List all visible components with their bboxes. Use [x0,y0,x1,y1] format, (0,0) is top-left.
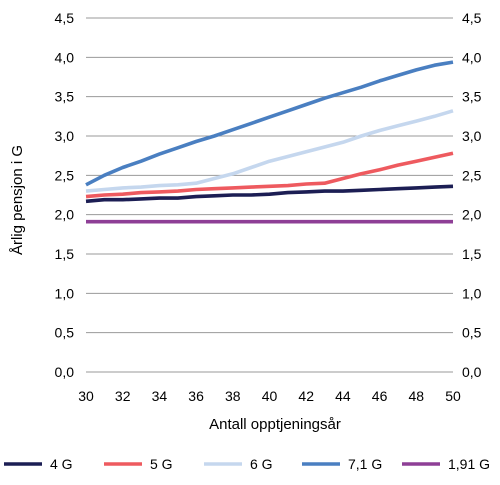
y-tick-label: 0,5 [55,325,75,341]
x-tick-label: 38 [225,388,241,404]
y-tick-label: 0,0 [55,364,75,380]
y-tick-label-right: 2,0 [462,207,482,223]
x-tick-label: 34 [152,388,168,404]
y-axis-label: Årlig pensjon i G [9,145,26,255]
legend-label-0: 4 G [50,456,73,472]
x-tick-label: 32 [115,388,131,404]
legend: 4 G 5 G 6 G 7,1 G 1,91 G [4,456,490,472]
y-tick-label: 1,0 [55,285,75,301]
y-tick-label: 2,5 [55,167,75,183]
legend-label-3: 7,1 G [348,456,382,472]
y-tick-label: 4,0 [55,49,75,65]
x-tick-label: 44 [335,388,351,404]
y-tick-label-right: 4,0 [462,49,482,65]
series-line-2 [85,109,454,193]
gridlines [86,17,453,373]
y-tick-label-right: 3,5 [462,89,482,105]
y-tick-label-right: 3,0 [462,128,482,144]
legend-label-1: 5 G [150,456,173,472]
x-tick-label: 50 [445,388,461,404]
y-tick-label-right: 1,5 [462,246,482,262]
y-tick-label-right: 0,5 [462,325,482,341]
x-tick-label: 46 [372,388,388,404]
y-tick-labels-right: 0,0 0,5 1,0 1,5 2,0 2,5 3,0 3,5 4,0 4,5 [462,10,482,380]
y-tick-labels-left: 0,0 0,5 1,0 1,5 2,0 2,5 3,0 3,5 4,0 4,5 [55,10,75,380]
series-line-3 [85,60,454,187]
x-tick-labels: 30 32 34 36 38 40 42 44 46 48 50 [78,388,461,404]
series-line-0 [85,184,454,204]
legend-label-4: 1,91 G [448,456,490,472]
x-tick-label: 36 [188,388,204,404]
legend-label-2: 6 G [250,456,273,472]
series-line-1 [85,151,454,199]
y-tick-label: 4,5 [55,10,75,26]
series-lines [85,60,454,224]
y-tick-label-right: 2,5 [462,167,482,183]
x-tick-label: 48 [409,388,425,404]
y-tick-label-right: 0,0 [462,364,482,380]
y-tick-label: 1,5 [55,246,75,262]
x-axis-label: Antall opptjeningsår [209,416,341,433]
y-tick-label: 3,5 [55,89,75,105]
x-tick-label: 40 [262,388,278,404]
y-tick-label-right: 1,0 [462,285,482,301]
y-tick-label: 2,0 [55,207,75,223]
y-tick-label-right: 4,5 [462,10,482,26]
x-tick-label: 30 [78,388,94,404]
x-tick-label: 42 [298,388,314,404]
y-tick-label: 3,0 [55,128,75,144]
